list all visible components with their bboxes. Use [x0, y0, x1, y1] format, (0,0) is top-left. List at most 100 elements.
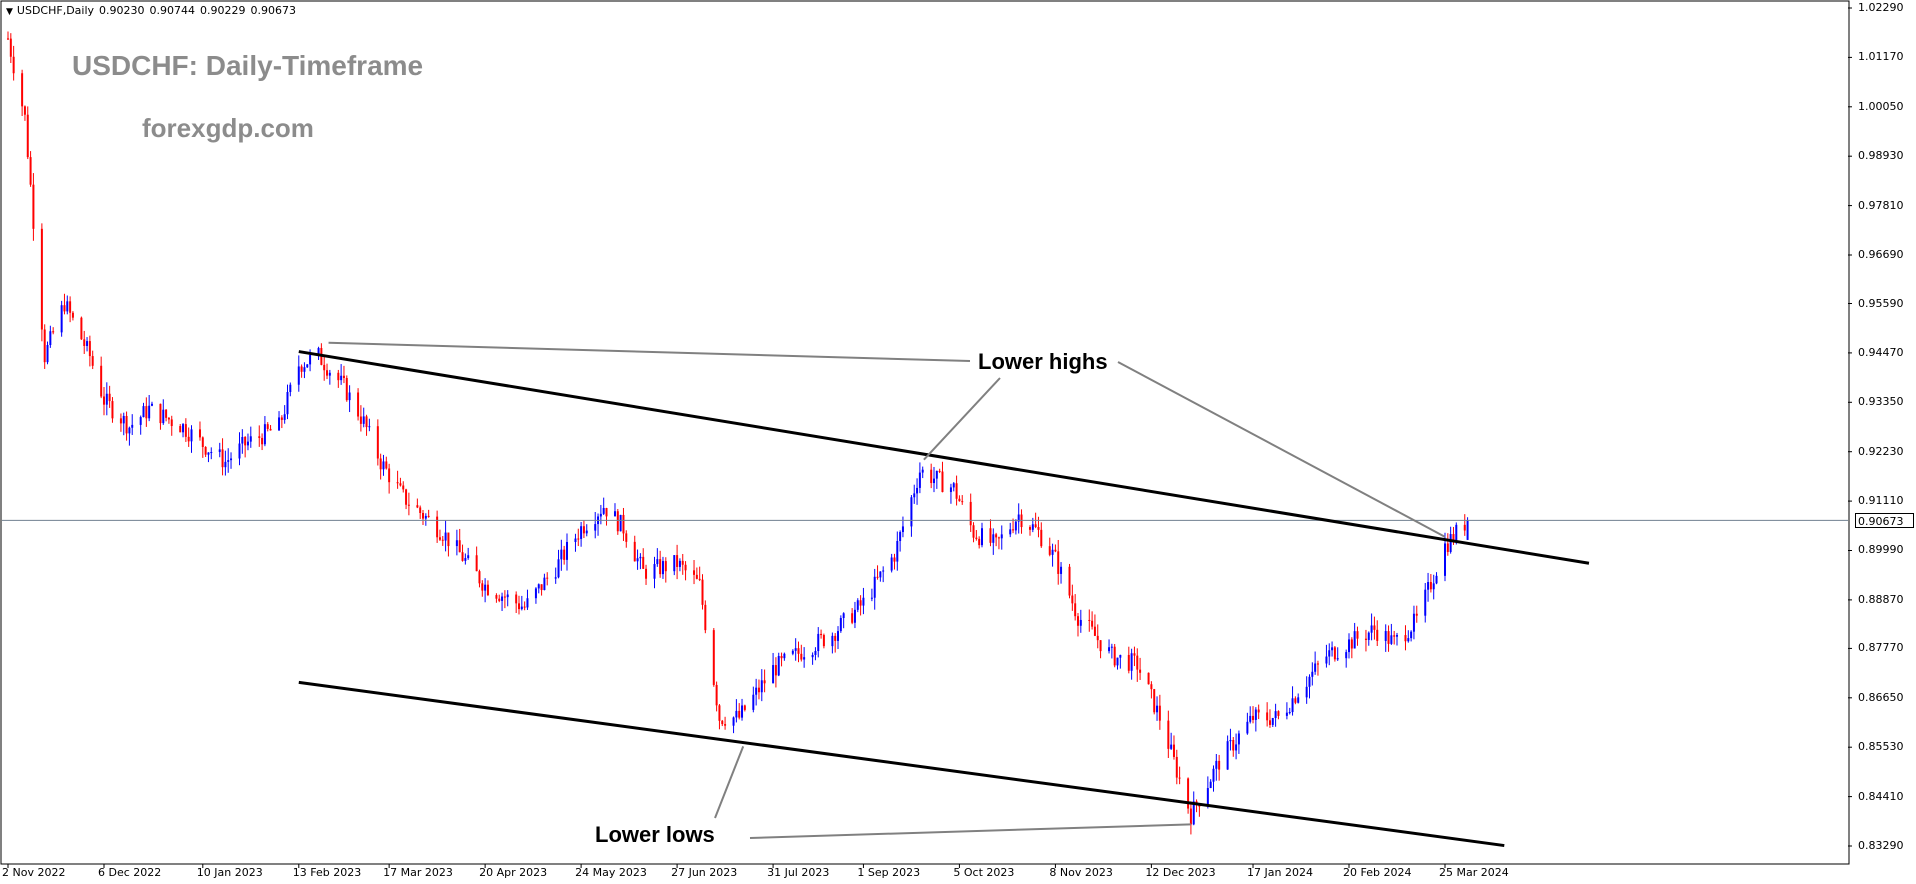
candle-body — [1328, 650, 1331, 657]
candle-body — [916, 487, 919, 494]
candle — [814, 647, 817, 661]
candle — [71, 311, 74, 321]
candle — [1060, 562, 1063, 584]
candle — [605, 507, 608, 526]
candle — [80, 316, 83, 340]
candle-body — [520, 606, 523, 610]
trendline-upper — [298, 350, 1590, 565]
candle-body — [424, 515, 427, 519]
candle-body — [992, 534, 995, 543]
candle — [1463, 514, 1466, 536]
candle — [1119, 654, 1122, 669]
candle — [1048, 537, 1051, 557]
dropdown-triangle-icon[interactable]: ▼ — [6, 7, 13, 17]
candle-body — [1139, 669, 1142, 673]
candle-body — [859, 600, 862, 606]
candle-body — [1449, 534, 1452, 552]
candle-body — [108, 393, 111, 402]
candle-body — [995, 534, 998, 538]
candle — [760, 669, 763, 702]
candle — [820, 629, 823, 639]
candle — [1305, 676, 1308, 704]
candle-body — [1235, 744, 1238, 751]
candle — [359, 405, 362, 432]
candle — [184, 418, 187, 442]
candle-body — [461, 552, 464, 561]
candle — [43, 324, 46, 369]
candle — [1012, 518, 1015, 534]
candle — [419, 505, 422, 519]
candle-body — [794, 648, 797, 651]
candle-body — [306, 364, 309, 368]
candle-body — [1364, 638, 1367, 640]
candle-body — [1429, 582, 1432, 590]
candle-body — [182, 424, 185, 433]
candle — [1415, 605, 1418, 623]
candle-body — [1170, 744, 1173, 749]
candle-body — [661, 561, 664, 575]
candle-body — [1325, 656, 1328, 664]
candle — [989, 519, 992, 547]
candle-body — [1009, 529, 1012, 535]
candle-body — [119, 418, 122, 424]
candle — [695, 567, 698, 580]
candle-body — [105, 393, 108, 405]
candle — [921, 466, 924, 479]
candle — [930, 463, 933, 489]
candle — [791, 649, 794, 656]
candle-body — [698, 578, 701, 580]
candle — [704, 600, 707, 634]
candle — [63, 293, 66, 315]
candle — [150, 401, 153, 407]
candle-body — [60, 305, 63, 333]
candle-body — [150, 403, 153, 406]
y-tick-label: 0.95590 — [1858, 296, 1904, 310]
candle — [1178, 766, 1181, 785]
candle-body — [69, 301, 72, 313]
candle-body — [526, 598, 529, 608]
candle — [258, 425, 261, 447]
candle — [303, 362, 306, 379]
candle-body — [803, 657, 806, 660]
candle — [1288, 707, 1291, 715]
candle — [238, 432, 241, 466]
y-tick-label: 0.83290 — [1858, 839, 1904, 852]
candle — [763, 669, 766, 693]
candle — [1271, 717, 1274, 728]
candle — [1257, 704, 1260, 720]
candle-body — [1356, 631, 1359, 639]
candle — [718, 704, 721, 730]
candle-body — [263, 424, 266, 445]
candle-body — [416, 505, 419, 508]
y-tick-label: 0.86650 — [1858, 690, 1904, 704]
candle — [142, 402, 145, 418]
candle-body — [1212, 768, 1215, 782]
candle-body — [309, 354, 312, 365]
candle — [995, 532, 998, 547]
candle — [1071, 584, 1074, 611]
candle-body — [580, 526, 583, 539]
candle-body — [464, 558, 467, 561]
candle — [159, 403, 162, 430]
candle-body — [419, 507, 422, 513]
candle-body — [297, 366, 300, 385]
candle — [633, 535, 636, 562]
candle-body — [910, 497, 913, 527]
candle — [684, 561, 687, 581]
candle — [297, 355, 300, 392]
candle — [955, 475, 958, 506]
candle — [523, 601, 526, 611]
candle — [797, 641, 800, 663]
candle — [822, 633, 825, 649]
candle — [1088, 609, 1091, 632]
candle-body — [554, 577, 557, 579]
candle-body — [879, 571, 882, 578]
candle — [554, 567, 557, 584]
y-tick-label: 0.84410 — [1858, 789, 1904, 803]
candle — [145, 397, 148, 427]
candle-body — [1404, 635, 1407, 642]
candle — [69, 296, 72, 323]
candle-body — [639, 556, 642, 559]
